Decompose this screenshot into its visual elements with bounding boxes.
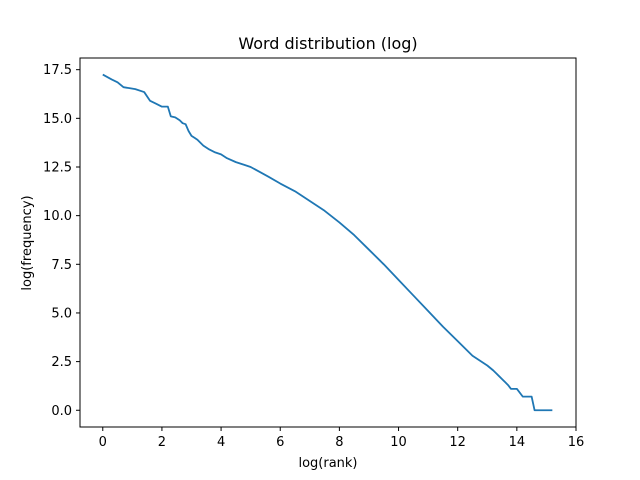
y-tick-label: 2.5 (51, 355, 72, 370)
series-layer (102, 73, 553, 412)
y-tick-label: 10.0 (43, 209, 72, 224)
series-line (102, 73, 553, 412)
y-tick-label: 5.0 (51, 306, 72, 321)
y-tick-label: 15.0 (43, 112, 72, 127)
x-tick-label: 2 (158, 435, 166, 450)
chart-title: Word distribution (log) (238, 34, 417, 53)
x-tick-label: 6 (276, 435, 284, 450)
y-tick-label: 12.5 (43, 160, 72, 175)
y-tick-label: 17.5 (43, 63, 72, 78)
x-axis-label: log(rank) (298, 456, 357, 471)
plot-frame (79, 57, 577, 428)
y-axis-label: log(frequency) (20, 195, 35, 290)
x-tick-label: 10 (390, 435, 407, 450)
x-tick-label: 16 (568, 435, 585, 450)
x-tick-label: 8 (335, 435, 343, 450)
x-tick-label: 0 (99, 435, 107, 450)
y-tick-label: 0.0 (51, 404, 72, 419)
y-tick-label: 7.5 (51, 258, 72, 273)
x-tick-label: 12 (449, 435, 466, 450)
ticks-layer: 0 2 4 6 8 10 12 14 16 0.0 2.5 5.0 7.5 10.0 12.5 15.0 17.… (43, 63, 584, 450)
x-tick-label: 14 (509, 435, 526, 450)
x-tick-label: 4 (217, 435, 225, 450)
